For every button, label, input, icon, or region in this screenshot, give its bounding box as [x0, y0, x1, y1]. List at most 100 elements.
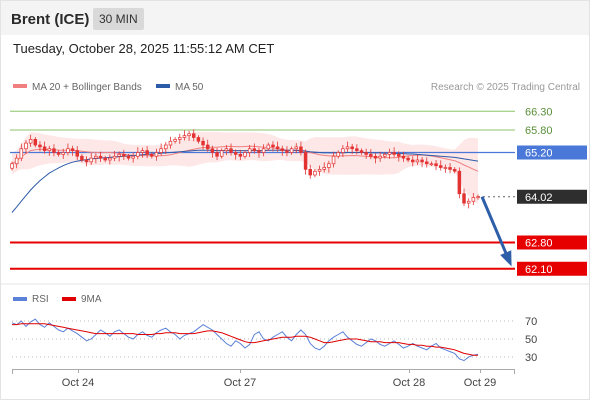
candle-body: [224, 148, 229, 151]
candle: [443, 164, 448, 173]
rsi-ma-legend-label: 9MA: [81, 294, 102, 305]
candle-body: [168, 140, 173, 146]
candle-body: [131, 155, 135, 159]
timeframe-badge[interactable]: 30 MIN: [93, 8, 144, 30]
candle-body: [66, 148, 70, 153]
candle-body: [406, 157, 410, 161]
candle-body: [150, 154, 154, 157]
candle-body: [89, 157, 93, 163]
candle: [24, 140, 28, 154]
candle: [80, 154, 84, 163]
candle-body: [19, 148, 24, 159]
candle: [210, 145, 215, 158]
candle-body: [205, 144, 210, 150]
candle: [252, 143, 257, 154]
level-label-0: 66.30: [525, 106, 553, 118]
ma20-legend-swatch: [13, 84, 27, 88]
candle: [378, 151, 382, 162]
candle: [406, 155, 410, 163]
candle: [56, 150, 61, 157]
candle-body: [70, 148, 75, 151]
candle: [168, 136, 173, 149]
level-tag-3: [517, 189, 587, 204]
candle-body: [117, 154, 121, 157]
chart-datetime: Tuesday, October 28, 2025 11:55:12 AM CE…: [13, 41, 275, 56]
candle-body: [448, 167, 452, 170]
rsi-ma-line: [12, 323, 478, 356]
candle-body: [383, 154, 387, 157]
candle: [182, 130, 187, 141]
candle: [112, 151, 117, 162]
bollinger-band-fill: [12, 131, 478, 205]
candle: [38, 141, 42, 152]
candle-body: [229, 148, 233, 153]
candle: [448, 163, 452, 174]
candle: [364, 148, 368, 159]
candle: [47, 145, 52, 156]
candle-body: [182, 135, 187, 138]
candle-body: [196, 137, 201, 142]
candle-body: [452, 169, 457, 172]
candle: [238, 149, 243, 160]
candle-body: [219, 150, 224, 157]
level-label-5: 62.10: [525, 264, 553, 276]
rsi-ma-legend-swatch: [62, 297, 76, 301]
ma20-line: [11, 145, 479, 172]
candle: [247, 145, 252, 157]
candle: [14, 154, 19, 169]
level-labels: 66.30 65.80 65.20 64.02 62.80 62.10: [517, 106, 587, 276]
candle-body: [14, 157, 19, 165]
candle-body: [94, 155, 98, 159]
candle: [387, 148, 392, 159]
candle: [191, 129, 196, 142]
candle-body: [24, 142, 28, 150]
candle-body: [210, 148, 215, 153]
candle-body: [98, 155, 103, 159]
candle: [275, 141, 280, 152]
candle-body: [336, 152, 340, 157]
candle: [299, 141, 303, 156]
candle-body: [56, 152, 61, 155]
candle-body: [397, 154, 401, 157]
candle: [462, 188, 466, 207]
candle-body: [243, 152, 247, 157]
candle: [322, 162, 326, 173]
candle: [415, 154, 420, 165]
candle: [150, 152, 154, 159]
candle: [471, 193, 476, 205]
candle: [89, 152, 93, 165]
candle: [397, 151, 401, 162]
candle: [308, 164, 312, 179]
candle: [66, 143, 70, 156]
candle: [401, 151, 406, 162]
candle-body: [145, 150, 149, 155]
candle: [341, 145, 345, 157]
candle: [159, 143, 163, 156]
candle: [140, 147, 145, 158]
candle: [392, 147, 396, 158]
x-tick-label: Oct 24: [62, 377, 94, 389]
instrument-title: Brent (ICE): [11, 11, 90, 28]
candle: [261, 144, 266, 157]
candle: [196, 135, 201, 144]
candle: [84, 156, 89, 167]
candle: [28, 134, 33, 147]
candle-body: [401, 155, 406, 159]
candle: [313, 169, 317, 178]
candle: [336, 150, 340, 159]
candle-body: [294, 146, 299, 150]
bollinger-bands: [12, 131, 478, 205]
candle: [327, 160, 331, 173]
candlesticks: [10, 129, 480, 209]
candle-body: [201, 140, 205, 146]
candle: [289, 146, 294, 155]
candle: [285, 146, 289, 157]
ma50-legend-label: MA 50: [175, 82, 204, 93]
candle-body: [289, 148, 294, 153]
candle: [331, 151, 336, 168]
candle-body: [233, 152, 238, 155]
candle: [98, 151, 103, 162]
candle-body: [420, 159, 424, 163]
candle: [266, 142, 271, 151]
source-credit: Research © 2025 Trading Central: [431, 82, 580, 93]
